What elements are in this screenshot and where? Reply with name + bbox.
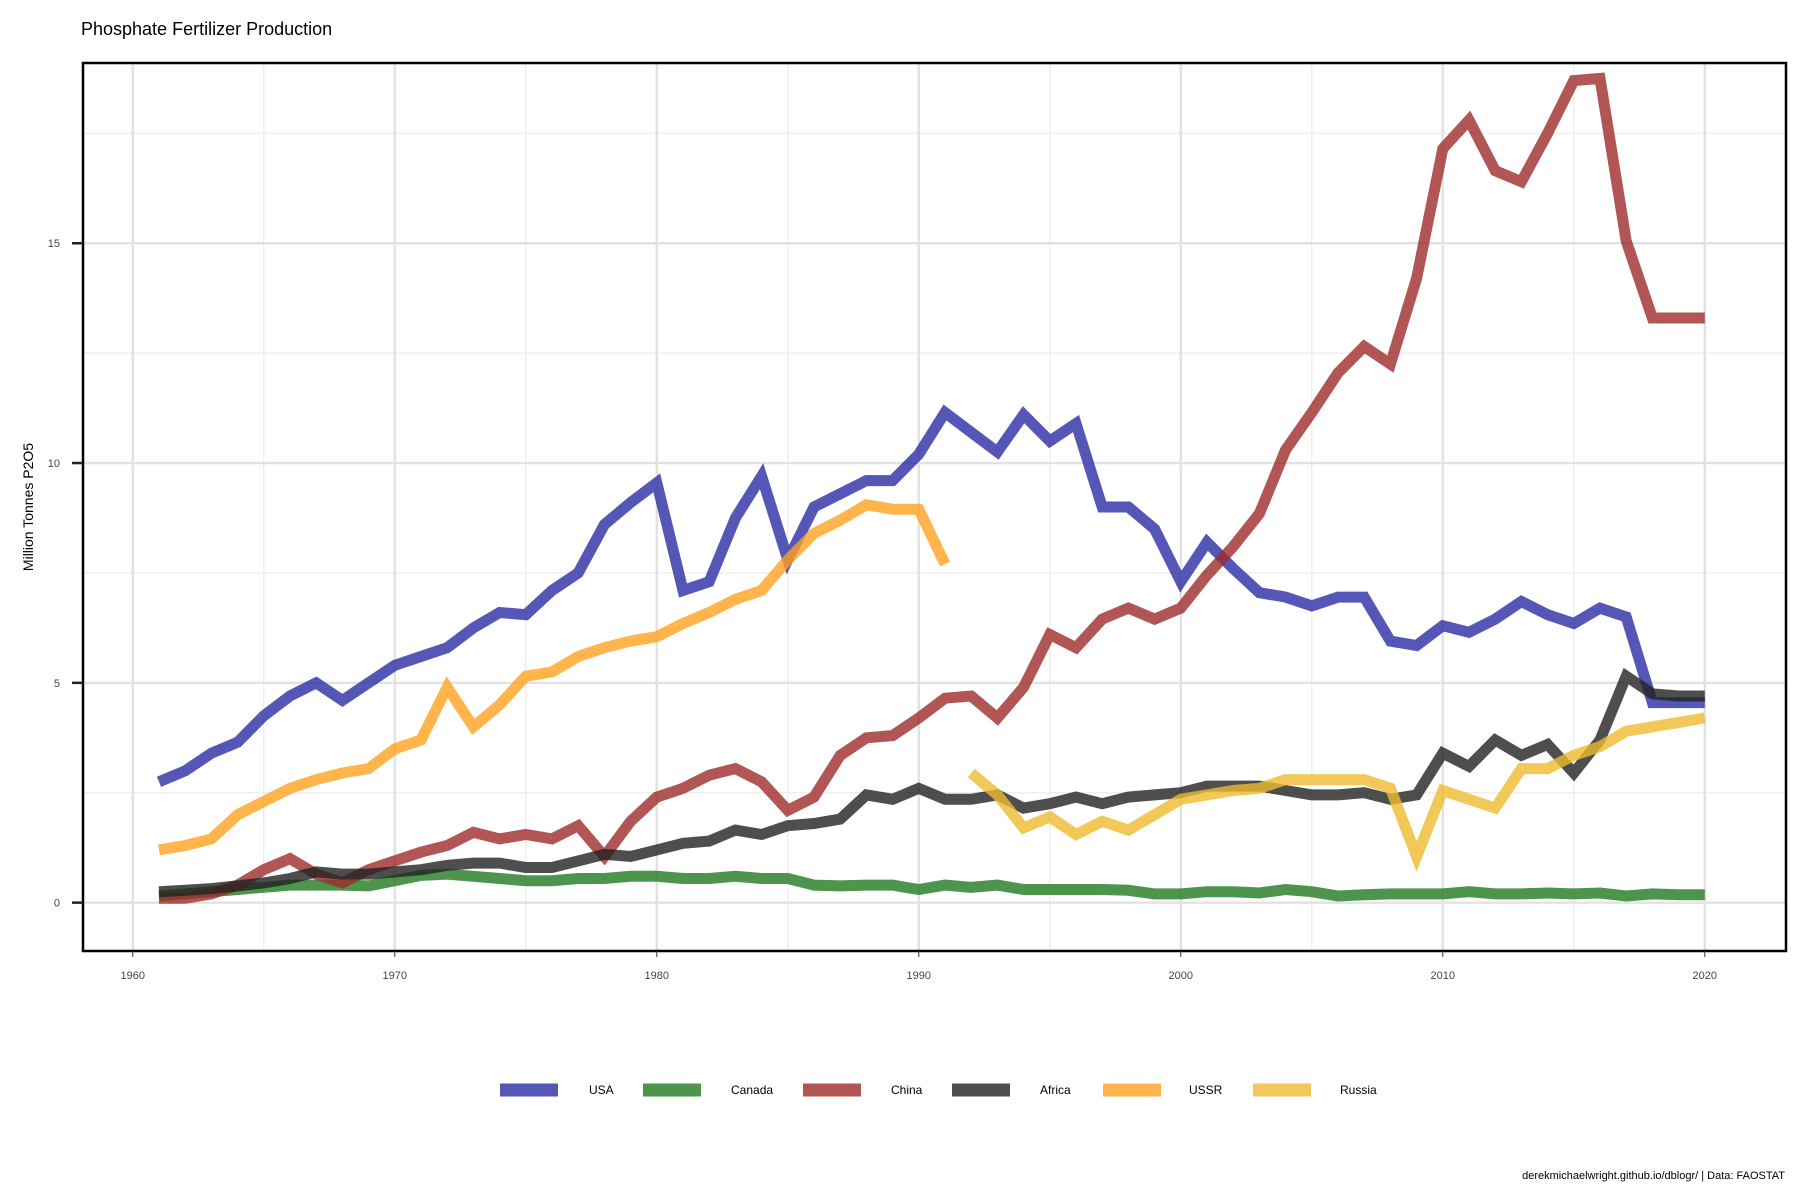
- legend-label-africa: Africa: [1040, 1083, 1071, 1097]
- legend-label-canada: Canada: [731, 1083, 773, 1097]
- series-line-ussr: [158, 499, 950, 856]
- x-tick-label: 2020: [1693, 970, 1717, 982]
- legend-label-russia: Russia: [1340, 1083, 1377, 1097]
- series-line-russia: [967, 712, 1706, 872]
- series-line-china: [159, 72, 1705, 904]
- series-layer: [156, 72, 1706, 904]
- y-axis-title: Million Tonnes P2O5: [20, 443, 36, 571]
- x-tick-label: 1990: [907, 970, 931, 982]
- series-line-canada: [158, 868, 1705, 902]
- x-tick-label: 1960: [121, 970, 145, 982]
- legend-label-ussr: USSR: [1189, 1083, 1223, 1097]
- x-tick-label: 1980: [645, 970, 669, 982]
- legend: USA Canada China Africa USSR Russia: [500, 1083, 1377, 1097]
- legend-label-usa: USA: [589, 1083, 614, 1097]
- axes: 1960 1970 1980 1990 2000 2010 2020 0 5 10 15: [48, 238, 1717, 982]
- legend-label-china: China: [891, 1083, 923, 1097]
- y-tick-label: 5: [54, 678, 60, 690]
- x-tick-label: 2010: [1431, 970, 1455, 982]
- series-line-africa: [158, 667, 1705, 898]
- panel-border: [81, 61, 1788, 953]
- chart-title: Phosphate Fertilizer Production: [81, 19, 332, 39]
- x-tick-label: 2000: [1169, 970, 1193, 982]
- series-line-usa: [156, 404, 1705, 787]
- y-tick-label: 10: [48, 458, 60, 470]
- x-tick-label: 1970: [383, 970, 407, 982]
- caption: derekmichaelwright.github.io/dblogr/ | D…: [1522, 1170, 1785, 1182]
- y-tick-label: 15: [48, 238, 60, 250]
- y-tick-label: 0: [54, 898, 60, 910]
- grid: [83, 63, 1786, 951]
